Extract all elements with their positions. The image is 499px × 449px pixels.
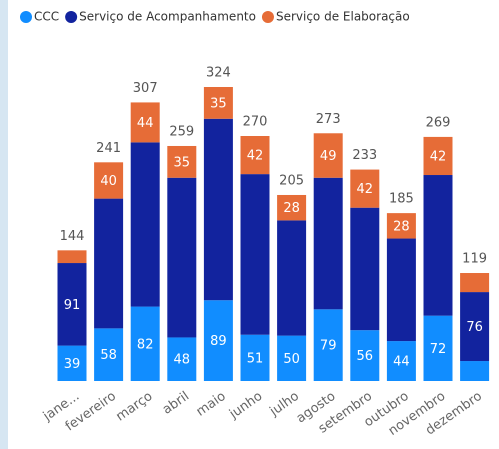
data-label: 72 — [430, 342, 447, 357]
bar-segment — [460, 292, 490, 362]
bar-segment — [386, 213, 416, 239]
bar-segment — [240, 136, 270, 175]
bar-segment — [386, 238, 416, 342]
data-label: 28 — [283, 201, 300, 216]
bar-segment — [167, 177, 197, 338]
bar-segment — [277, 194, 307, 221]
bar-segment — [203, 300, 233, 381]
bar-segment — [94, 328, 124, 381]
bar-segment — [203, 87, 233, 119]
bar-segment — [167, 337, 197, 381]
data-label: 51 — [247, 351, 264, 366]
data-label: 44 — [393, 355, 410, 370]
legend-marker — [20, 11, 32, 23]
bar-segment — [460, 273, 490, 293]
bar-segment — [277, 220, 307, 336]
total-label: 270 — [243, 115, 268, 130]
data-label: 39 — [64, 357, 81, 372]
legend-marker — [261, 11, 274, 23]
bar-segment — [57, 345, 87, 381]
bar-segment — [350, 169, 380, 208]
left-border — [0, 0, 8, 449]
data-label: 42 — [357, 182, 374, 197]
legend-label: Serviço de Elaboração — [276, 10, 410, 24]
bar-segment — [57, 263, 87, 346]
legend-label: CCC — [34, 10, 59, 24]
bar-segment — [130, 102, 160, 143]
data-label: 35 — [174, 155, 191, 170]
bar-segment — [57, 250, 87, 264]
total-label: 307 — [133, 81, 158, 96]
data-label: 44 — [137, 116, 154, 131]
bar-segment — [240, 174, 270, 335]
bar-segment — [350, 207, 380, 331]
bar-segment — [423, 175, 453, 316]
data-label: 40 — [100, 174, 117, 189]
total-label: 144 — [60, 229, 85, 244]
total-label: 205 — [279, 173, 304, 188]
bar-segment — [313, 177, 343, 310]
data-label: 49 — [320, 149, 337, 164]
bar-segment — [130, 306, 160, 381]
bar-segment — [313, 309, 343, 381]
data-label: 42 — [430, 149, 447, 164]
data-label: 56 — [357, 349, 374, 364]
total-label: 119 — [462, 252, 487, 267]
legend-label: Serviço de Acompanhamento — [79, 10, 256, 24]
total-label: 324 — [206, 66, 231, 81]
bar-segment — [167, 145, 197, 178]
data-label: 35 — [210, 96, 227, 111]
data-label: 58 — [100, 348, 117, 363]
bar-segment — [460, 361, 490, 381]
bar-segment — [203, 118, 233, 301]
data-label: 79 — [320, 339, 337, 354]
data-label: 89 — [210, 334, 227, 349]
data-label: 28 — [393, 219, 410, 234]
total-label: 269 — [426, 115, 451, 130]
bar-segment — [94, 162, 124, 199]
data-label: 48 — [174, 353, 191, 368]
total-label: 233 — [352, 148, 377, 163]
bar-segment — [423, 136, 453, 176]
total-label: 185 — [389, 192, 414, 207]
legend-marker — [65, 11, 78, 23]
data-label: 91 — [64, 298, 81, 313]
total-label: 259 — [169, 124, 194, 139]
total-label: 241 — [96, 141, 121, 156]
bar-segment — [130, 142, 160, 307]
bar-segment — [240, 334, 270, 381]
bar-segment — [423, 315, 453, 381]
bar-segment — [386, 341, 416, 381]
total-label: 273 — [316, 112, 341, 127]
bar-segment — [277, 335, 307, 381]
bar-segment — [350, 330, 380, 381]
data-label: 50 — [283, 352, 300, 367]
bar-segment — [313, 133, 343, 178]
bar-segment — [94, 198, 124, 329]
data-label: 42 — [247, 149, 264, 164]
data-label: 82 — [137, 337, 154, 352]
data-label: 76 — [466, 320, 483, 335]
